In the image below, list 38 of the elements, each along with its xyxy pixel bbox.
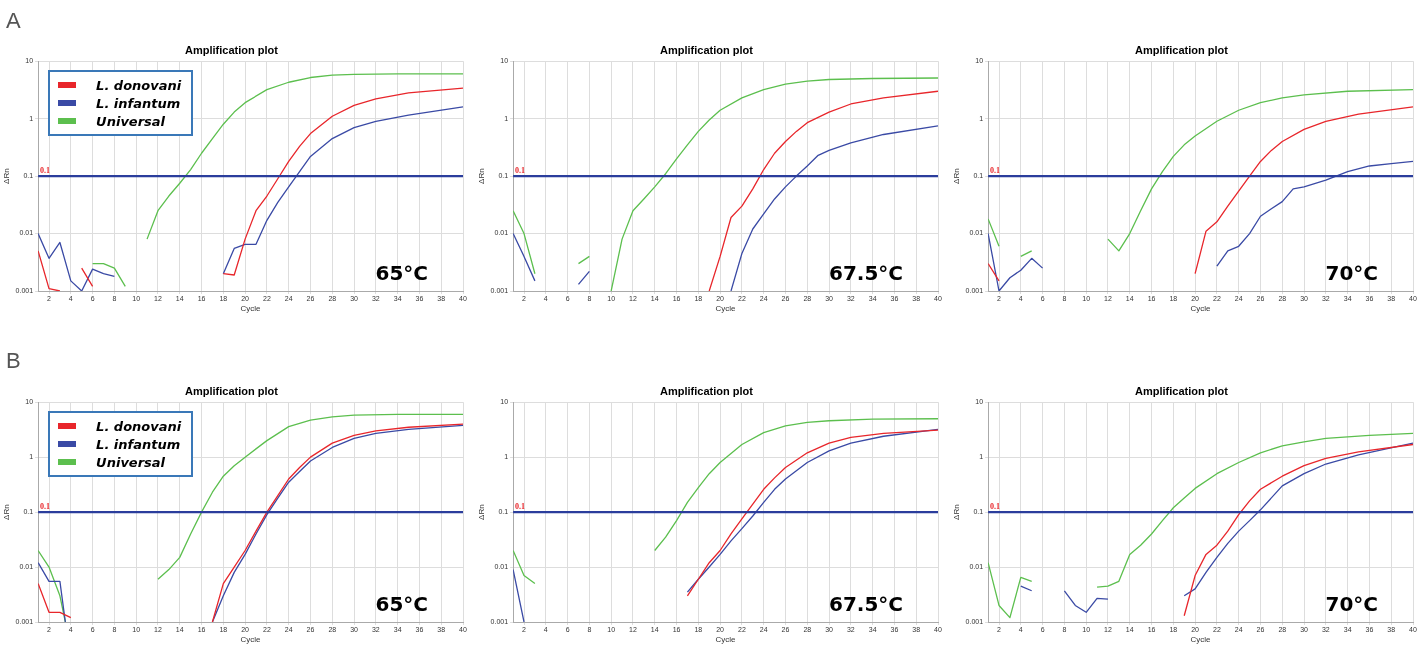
x-axis-title: Cycle <box>1190 304 1212 314</box>
chart-title: Amplification plot <box>1135 43 1229 56</box>
ref-line-label: 0.1 <box>990 502 1001 512</box>
annotation: 70°C <box>1325 592 1378 617</box>
ref-line-label: 0.1 <box>40 166 51 176</box>
chart-title: Amplification plot <box>660 384 754 397</box>
legend-label: L. infantum <box>96 436 181 452</box>
ref-line-label: 0.1 <box>515 502 526 512</box>
x-axis-title: Cycle <box>715 304 737 314</box>
legend-label: Universal <box>96 454 166 470</box>
text: A <box>6 8 21 34</box>
legend-label: L. donovani <box>96 418 182 434</box>
chart-title: Amplification plot <box>185 384 279 397</box>
ref-line-label: 0.1 <box>990 166 1001 176</box>
chart-title: Amplification plot <box>185 43 279 56</box>
annotation: 65°C <box>375 592 428 617</box>
x-axis-title: Cycle <box>715 635 737 645</box>
legend-label: L. infantum <box>96 95 181 111</box>
y-axis-title: ΔRn <box>477 168 486 184</box>
legend-label: Universal <box>96 113 166 129</box>
y-axis-title: ΔRn <box>952 168 961 184</box>
y-axis-title: ΔRn <box>2 168 11 184</box>
chart-title: Amplification plot <box>660 43 754 56</box>
annotation: 67.5°C <box>828 592 903 617</box>
annotation: 65°C <box>375 261 428 286</box>
x-axis-title: Cycle <box>240 635 262 645</box>
ref-line-label: 0.1 <box>40 502 51 512</box>
text: B <box>6 348 21 374</box>
annotation: 70°C <box>1325 261 1378 286</box>
y-axis-title: ΔRn <box>2 504 11 520</box>
x-axis-title: Cycle <box>240 304 262 314</box>
ref-line-label: 0.1 <box>515 166 526 176</box>
annotation: 67.5°C <box>828 261 903 286</box>
legend-label: L. donovani <box>96 77 182 93</box>
y-axis-title: ΔRn <box>477 504 486 520</box>
x-axis-title: Cycle <box>1190 635 1212 645</box>
chart-title: Amplification plot <box>1135 384 1229 397</box>
y-axis-title: ΔRn <box>952 504 961 520</box>
